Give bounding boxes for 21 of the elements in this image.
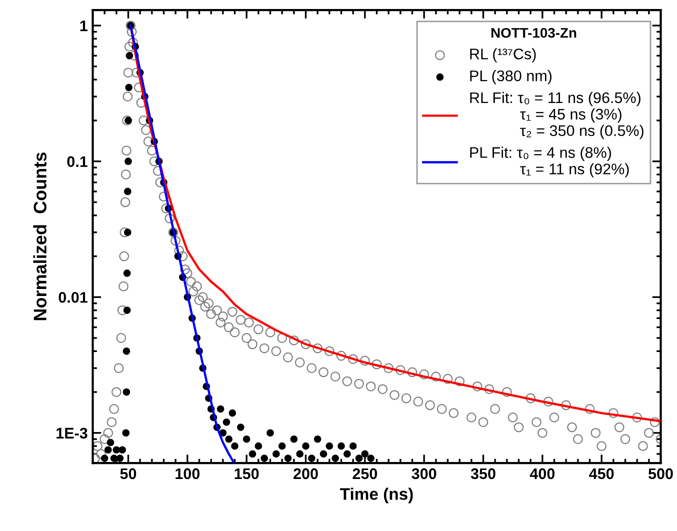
y-axis-title: Normalized Counts bbox=[33, 152, 46, 320]
x-tick-label: 150 bbox=[234, 468, 259, 480]
x-axis-title: Time (ns) bbox=[340, 488, 413, 504]
x-tick-label: 250 bbox=[352, 468, 378, 480]
x-tick-label: 450 bbox=[589, 468, 614, 480]
x-tick-label: 200 bbox=[294, 468, 318, 480]
legend-label: PL Fit: τ₀ = 4 ns (8%) τ₁ = 11 ns (92%) bbox=[470, 146, 629, 178]
legend-label: PL (380 nm) bbox=[470, 70, 552, 84]
x-tick-label: 50 bbox=[120, 468, 136, 480]
x-tick-label: 350 bbox=[470, 468, 496, 480]
y-tick-label: 1E-3 bbox=[56, 428, 88, 439]
x-tick-label: 400 bbox=[530, 468, 555, 480]
legend-label: RL (¹³⁷Cs) bbox=[470, 48, 536, 62]
x-tick-label: 500 bbox=[648, 468, 673, 480]
x-tick-label: 300 bbox=[412, 468, 436, 480]
x-tick-label: 100 bbox=[176, 468, 200, 480]
y-tick-label: 0.01 bbox=[58, 292, 88, 303]
legend-title: NOTT-103-Zn bbox=[491, 28, 576, 38]
legend-label: RL Fit: τ₀ = 11 ns (96.5%) τ₁ = 45 ns (3%) τ₂ = 350 ns (0.5%) bbox=[470, 92, 644, 140]
y-tick-label: 0.1 bbox=[67, 156, 88, 168]
y-tick-label: 1 bbox=[80, 20, 88, 32]
